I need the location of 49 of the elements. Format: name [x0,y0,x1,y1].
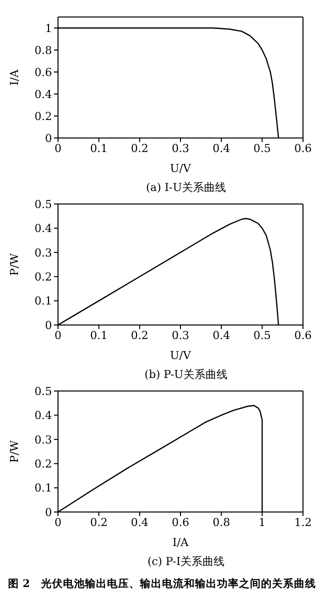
x-tick-label: 0.6 [294,142,312,155]
x-tick-label: 0 [54,516,62,529]
x-tick-label: 1.2 [294,516,312,529]
y-tick-label: 0.6 [34,66,52,79]
x-tick-label: 0 [54,142,62,155]
x-tick-label: 0.1 [90,142,108,155]
y-tick-label: 0.5 [34,384,52,398]
x-tick-label: 0.2 [90,516,108,529]
y-tick-label: 0.2 [34,458,52,471]
x-tick-label: 0 [54,328,62,342]
y-tick-label: 0 [45,318,52,332]
x-tick-label: 0.2 [130,328,148,342]
x-tick-label: 0.8 [212,516,230,529]
x-tick-label: 0.6 [294,328,312,342]
x-tick-label: 0.3 [172,328,190,342]
y-tick-label: 0.3 [34,246,52,260]
y-tick-label: 0 [45,132,52,145]
x-tick-label: 0.4 [212,328,230,342]
text: (a) I-U关系曲线 [145,180,227,195]
text: (b) P-U关系曲线 [144,367,228,382]
x-tick-label: 0.4 [212,142,230,155]
y-tick-label: 0.8 [34,44,52,57]
y-tick-label: 0.3 [34,433,52,446]
y-tick-label: 0.4 [34,88,52,101]
x-tick-label: 0.4 [130,516,148,529]
x-tick-label: 0.3 [172,142,190,155]
y-tick-label: 0.4 [34,222,52,236]
y-tick-label: 0.1 [34,294,52,308]
x-tick-label: 0.1 [90,328,108,342]
y-tick-label: 0 [45,506,52,519]
x-tick-label: 0.5 [253,328,271,342]
y-tick-label: 0.1 [34,482,52,495]
y-axis-title: P/W [8,440,21,463]
x-tick-label: 0.2 [130,142,148,155]
x-axis-title: U/V [170,162,192,175]
x-tick-label: 1 [258,516,266,529]
x-tick-label: 0.6 [172,516,190,529]
text: (c) P-I关系曲线 [146,554,226,569]
y-tick-label: 0.2 [34,110,52,123]
y-tick-label: 0.5 [34,198,52,211]
y-axis-title: P/W [8,252,21,276]
x-tick-label: 0.5 [253,142,271,155]
y-tick-label: 0.2 [34,270,52,284]
y-axis-title: I/A [8,68,21,86]
caption: 图 2 光伏电池输出电压、输出电流和输出功率之间的关系曲线 [8,577,317,591]
x-axis-title: I/A [172,536,190,549]
y-tick-label: 0.4 [34,409,52,422]
x-axis-title: U/V [170,349,192,362]
y-tick-label: 1 [45,22,52,35]
